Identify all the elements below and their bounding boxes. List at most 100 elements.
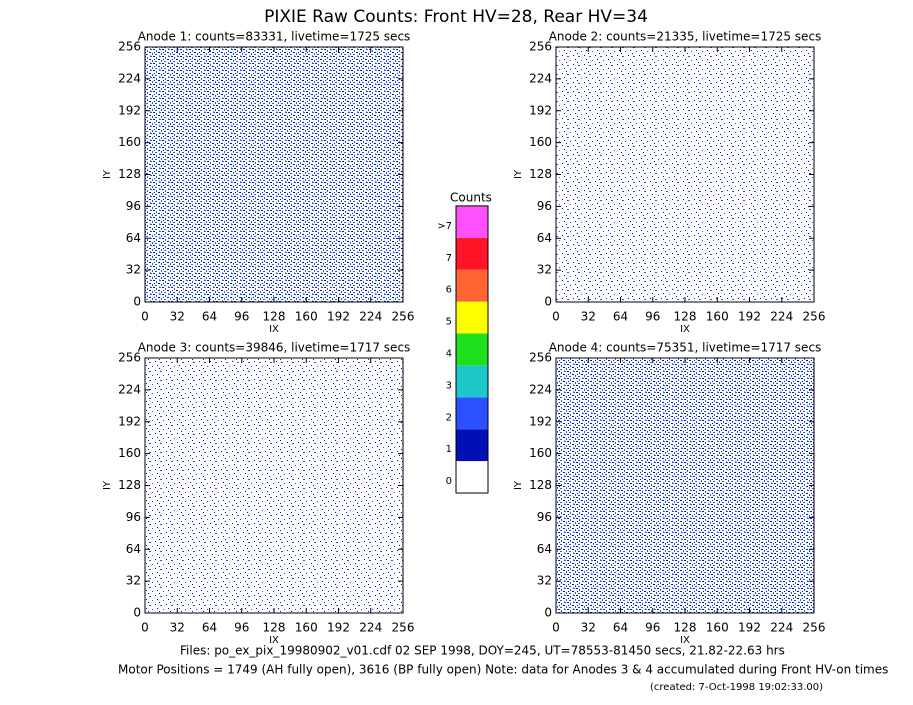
x-tick-label: 224 — [359, 310, 382, 324]
y-tick-label: 256 — [529, 40, 552, 54]
y-tick-label: 96 — [126, 199, 141, 213]
colorbar-label: 4 — [446, 348, 452, 359]
y-tick-label: 128 — [529, 167, 552, 181]
figure-title: PIXIE Raw Counts: Front HV=28, Rear HV=3… — [264, 7, 648, 27]
y-tick-label: 96 — [537, 199, 552, 213]
panel-title: Anode 3: counts=39846, livetime=1717 sec… — [138, 341, 411, 355]
y-axis-label: IY — [102, 480, 113, 490]
x-tick-label: 32 — [170, 310, 185, 324]
heatmap-image — [556, 47, 814, 302]
y-tick-label: 64 — [126, 542, 141, 556]
x-tick-label: 160 — [295, 621, 318, 635]
x-tick-label: 256 — [392, 621, 415, 635]
y-tick-label: 224 — [118, 71, 141, 85]
y-tick-label: 96 — [537, 510, 552, 524]
heatmap-image — [556, 358, 814, 613]
y-tick-label: 0 — [544, 606, 552, 620]
x-tick-label: 0 — [552, 310, 560, 324]
x-tick-label: 128 — [263, 621, 286, 635]
colorbar-swatch — [456, 397, 488, 430]
y-axis-label: IY — [513, 480, 524, 490]
x-tick-label: 224 — [770, 310, 793, 324]
x-tick-label: 64 — [202, 310, 217, 324]
y-tick-label: 256 — [118, 40, 141, 54]
y-tick-label: 192 — [529, 414, 552, 428]
heatmap-image — [145, 47, 403, 302]
footer-files: Files: po_ex_pix_19980902_v01.cdf 02 SEP… — [180, 644, 785, 658]
colorbar-label: 6 — [446, 285, 452, 296]
y-tick-label: 32 — [537, 574, 552, 588]
heatmap-image — [145, 358, 403, 613]
x-tick-label: 96 — [234, 621, 249, 635]
panel-title: Anode 4: counts=75351, livetime=1717 sec… — [549, 341, 822, 355]
x-tick-label: 64 — [202, 621, 217, 635]
footer-created: (created: 7-Oct-1998 19:02:33.00) — [650, 682, 823, 693]
y-tick-label: 160 — [118, 135, 141, 149]
y-tick-label: 224 — [529, 382, 552, 396]
y-tick-label: 256 — [529, 351, 552, 365]
y-tick-label: 160 — [529, 135, 552, 149]
x-tick-label: 32 — [581, 621, 596, 635]
y-tick-label: 0 — [133, 606, 141, 620]
x-tick-label: 256 — [803, 310, 826, 324]
x-tick-label: 0 — [552, 621, 560, 635]
colorbar-label: 5 — [446, 317, 452, 328]
x-tick-label: 192 — [327, 621, 350, 635]
x-tick-label: 224 — [359, 621, 382, 635]
x-axis-label: IX — [269, 635, 279, 646]
colorbar-label: 2 — [446, 412, 452, 423]
x-tick-label: 160 — [706, 310, 729, 324]
colorbar-swatch — [456, 429, 488, 462]
x-tick-label: 128 — [263, 310, 286, 324]
x-tick-label: 32 — [581, 310, 596, 324]
footer-motor: Motor Positions = 1749 (AH fully open), … — [118, 663, 888, 677]
y-tick-label: 192 — [118, 414, 141, 428]
x-tick-label: 96 — [645, 621, 660, 635]
x-tick-label: 96 — [645, 310, 660, 324]
colorbar-label: 0 — [446, 476, 452, 487]
colorbar-title: Counts — [450, 191, 492, 205]
x-tick-label: 160 — [706, 621, 729, 635]
x-tick-label: 256 — [803, 621, 826, 635]
colorbar-swatch — [456, 237, 488, 270]
colorbar-swatch — [456, 333, 488, 366]
colorbar-label: >7 — [437, 221, 452, 232]
y-tick-label: 224 — [529, 71, 552, 85]
y-tick-label: 32 — [537, 263, 552, 277]
y-tick-label: 160 — [529, 446, 552, 460]
x-axis-label: IX — [269, 324, 279, 335]
y-tick-label: 32 — [126, 574, 141, 588]
y-tick-label: 32 — [126, 263, 141, 277]
y-tick-label: 160 — [118, 446, 141, 460]
x-tick-label: 192 — [738, 310, 761, 324]
y-tick-label: 192 — [529, 103, 552, 117]
colorbar-label: 3 — [446, 380, 452, 391]
y-tick-label: 128 — [529, 478, 552, 492]
x-tick-label: 32 — [170, 621, 185, 635]
x-tick-label: 192 — [327, 310, 350, 324]
y-tick-label: 224 — [118, 382, 141, 396]
x-tick-label: 64 — [613, 621, 628, 635]
x-tick-label: 96 — [234, 310, 249, 324]
x-tick-label: 160 — [295, 310, 318, 324]
colorbar-swatch — [456, 365, 488, 398]
y-tick-label: 64 — [537, 231, 552, 245]
y-tick-label: 128 — [118, 167, 141, 181]
x-tick-label: 192 — [738, 621, 761, 635]
y-tick-label: 0 — [133, 295, 141, 309]
y-tick-label: 64 — [126, 231, 141, 245]
panel-title: Anode 1: counts=83331, livetime=1725 sec… — [138, 30, 411, 44]
colorbar-label: 1 — [446, 444, 452, 455]
x-tick-label: 256 — [392, 310, 415, 324]
colorbar-frame — [455, 205, 489, 494]
y-tick-label: 0 — [544, 295, 552, 309]
x-tick-label: 64 — [613, 310, 628, 324]
y-tick-label: 64 — [537, 542, 552, 556]
colorbar-swatch — [456, 205, 488, 238]
x-tick-label: 128 — [674, 310, 697, 324]
x-axis-label: IX — [680, 635, 690, 646]
y-axis-label: IY — [102, 169, 113, 179]
y-tick-label: 256 — [118, 351, 141, 365]
